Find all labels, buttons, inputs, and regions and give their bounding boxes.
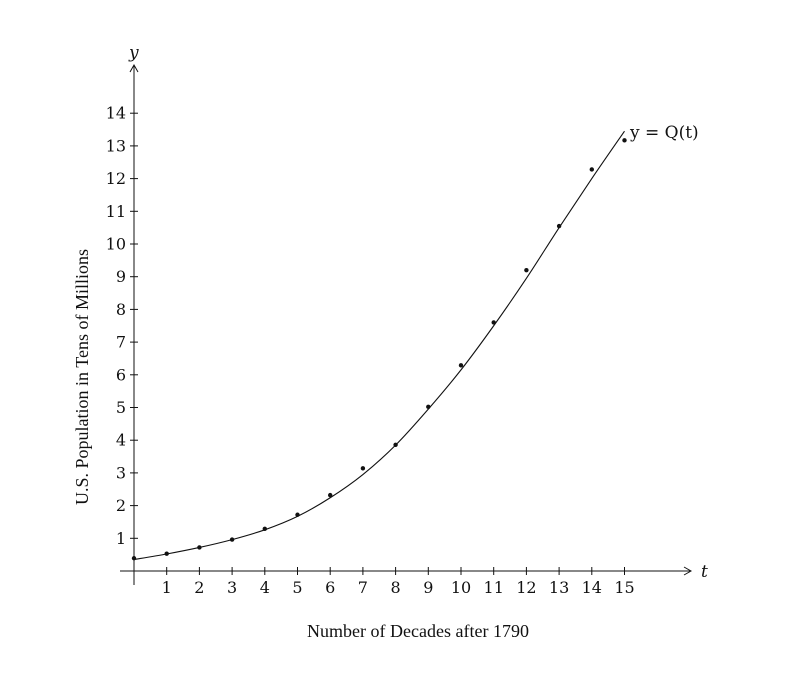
data-point — [393, 442, 398, 447]
x-axis-variable: t — [701, 562, 708, 582]
data-point — [589, 167, 594, 172]
y-tick-label: 8 — [116, 300, 126, 319]
y-tick-label: 12 — [106, 169, 126, 188]
y-axis-variable: y — [128, 43, 139, 63]
x-tick-label: 5 — [292, 578, 302, 597]
data-point — [622, 138, 627, 143]
y-tick-label: 2 — [116, 496, 126, 515]
y-tick-label: 5 — [116, 398, 126, 417]
x-tick-label: 6 — [325, 578, 335, 597]
data-point — [131, 556, 137, 561]
curve-layer — [133, 130, 625, 561]
x-tick-label: 11 — [484, 578, 504, 597]
data-point — [229, 537, 235, 542]
x-tick-label: 12 — [516, 578, 536, 597]
y-tick-label: 3 — [116, 463, 126, 482]
curve-q-of-t — [133, 130, 625, 561]
data-point — [197, 545, 202, 550]
data-point — [360, 466, 366, 471]
data-point — [328, 492, 333, 498]
x-tick-label: 2 — [194, 578, 204, 597]
axes — [120, 63, 693, 585]
x-tick-label: 15 — [614, 578, 634, 597]
x-tick-label: 7 — [358, 578, 368, 597]
data-point — [164, 551, 169, 556]
data-point — [556, 223, 562, 229]
y-tick-label: 6 — [116, 365, 126, 384]
data-points — [131, 138, 627, 561]
x-tick-label: 14 — [582, 578, 602, 597]
x-tick-label: 13 — [549, 578, 569, 597]
x-axis-title: Number of Decades after 1790 — [307, 621, 529, 641]
y-tick-label: 7 — [116, 333, 126, 352]
data-point — [295, 512, 300, 517]
data-point — [491, 320, 496, 325]
data-point — [426, 404, 431, 410]
x-tick-label: 9 — [423, 578, 433, 597]
x-tick-label: 4 — [260, 578, 270, 597]
y-tick-label: 4 — [116, 431, 126, 450]
labels: y = Q(t) t y Number of Decades after 179… — [72, 43, 708, 641]
y-axis-title: U.S. Population in Tens of Millions — [72, 249, 92, 505]
y-tick-label: 10 — [106, 235, 126, 254]
x-tick-label: 10 — [451, 578, 471, 597]
x-tick-label: 1 — [162, 578, 172, 597]
data-point — [458, 363, 464, 368]
y-axis-arrow — [129, 63, 139, 73]
y-tick-label: 11 — [106, 202, 126, 221]
y-tick-label: 13 — [106, 136, 126, 155]
data-point — [524, 267, 529, 273]
curve-label: y = Q(t) — [629, 123, 699, 143]
y-tick-label: 1 — [116, 529, 126, 548]
y-tick-label: 9 — [116, 267, 126, 286]
y-tick-label: 14 — [106, 104, 126, 123]
x-tick-label: 3 — [227, 578, 237, 597]
x-tick-label: 8 — [391, 578, 401, 597]
data-point — [262, 526, 267, 532]
x-axis-arrow — [683, 566, 693, 576]
